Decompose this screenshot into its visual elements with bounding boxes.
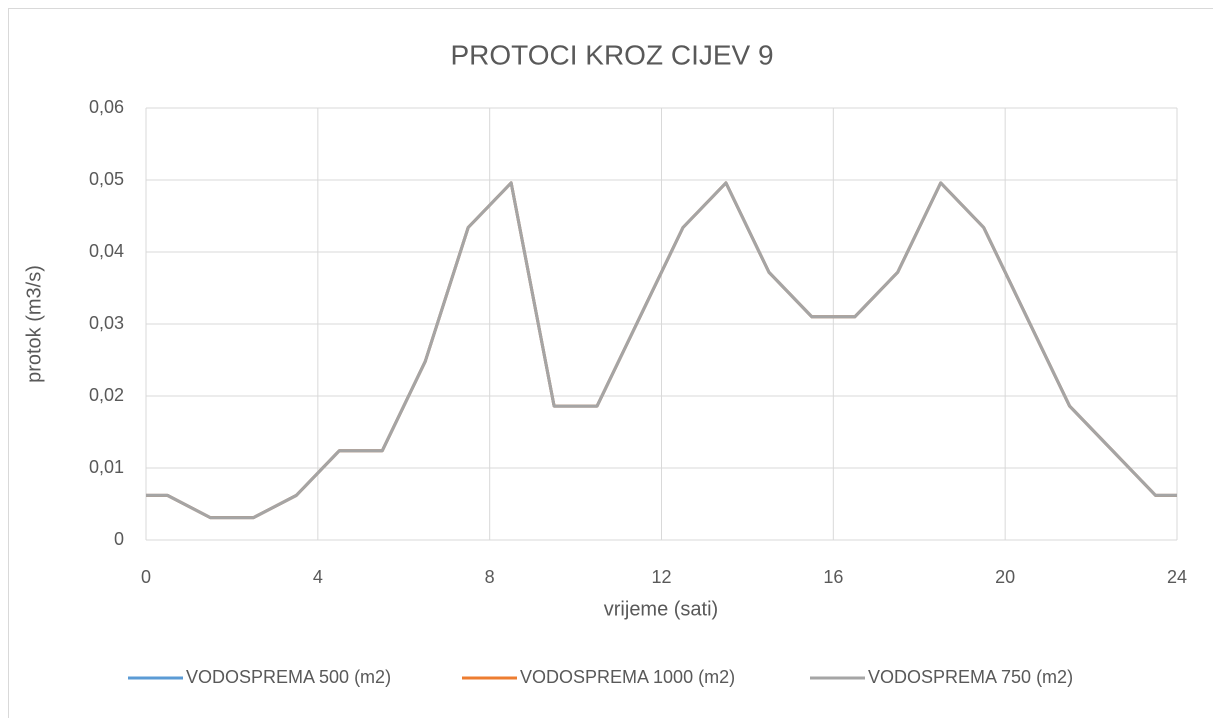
y-tick-label: 0 (114, 529, 124, 549)
x-tick-label: 24 (1167, 567, 1187, 587)
x-tick-label: 0 (141, 567, 151, 587)
legend-label: VODOSPREMA 750 (m2) (868, 667, 1073, 687)
y-axis-label: protok (m3/s) (23, 265, 45, 383)
x-tick-label: 4 (313, 567, 323, 587)
chart-title: PROTOCI KROZ CIJEV 9 (450, 39, 773, 70)
chart-border (8, 8, 1213, 718)
x-axis-label: vrijeme (sati) (604, 598, 718, 620)
x-tick-label: 8 (485, 567, 495, 587)
y-tick-label: 0,01 (89, 457, 124, 477)
x-tick-label: 20 (995, 567, 1015, 587)
y-tick-label: 0,04 (89, 241, 124, 261)
x-tick-label: 16 (823, 567, 843, 587)
x-tick-label: 12 (651, 567, 671, 587)
legend-label: VODOSPREMA 1000 (m2) (520, 667, 735, 687)
y-tick-label: 0,02 (89, 385, 124, 405)
legend-label: VODOSPREMA 500 (m2) (186, 667, 391, 687)
y-tick-label: 0,05 (89, 169, 124, 189)
series-line (146, 181, 1177, 520)
y-tick-label: 0,06 (89, 97, 124, 117)
y-tick-label: 0,03 (89, 313, 124, 333)
